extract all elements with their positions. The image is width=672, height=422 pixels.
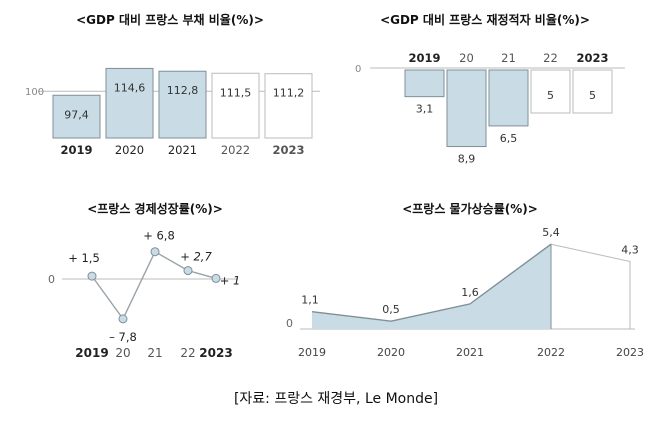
category-label: 2020	[115, 143, 144, 157]
reference-line-label: 100	[25, 87, 44, 98]
bar	[105, 67, 154, 139]
data-point	[183, 266, 193, 276]
category-label: 2021	[456, 346, 484, 359]
category-label: 2022	[221, 143, 250, 157]
category-label: 2023	[616, 346, 644, 359]
deficit-chart-title: <GDP 대비 프랑스 재정적자 비율(%)>	[380, 13, 590, 27]
bar	[52, 94, 101, 139]
point-value-label: + 2,7	[180, 250, 212, 264]
category-label: 2023	[272, 143, 304, 157]
bar	[488, 69, 529, 127]
bar	[446, 69, 487, 148]
data-point	[150, 247, 160, 257]
bar	[158, 70, 207, 139]
bar	[264, 73, 313, 139]
category-label: 20	[115, 346, 130, 360]
bar-value-label: 8,9	[458, 153, 476, 166]
debt-bar-chart: 100 97,4 2019 114,6 2020 112,8 2021 111,5 2022 11…	[25, 67, 320, 157]
inflation-line	[311, 243, 552, 322]
point-value-label: 5,4	[542, 226, 560, 239]
bar-value-label: 5	[589, 89, 596, 102]
bar-value-label: 5	[547, 89, 554, 102]
bar-value-label: 114,6	[114, 81, 146, 94]
data-point	[87, 271, 97, 281]
bar-value-label: 112,8	[167, 84, 199, 97]
category-label: 21	[501, 51, 516, 65]
category-label: 2020	[377, 346, 405, 359]
debt-chart-title: <GDP 대비 프랑스 부채 비율(%)>	[76, 13, 264, 27]
inflation-area-forecast	[550, 243, 631, 330]
point-value-label: + 1	[220, 273, 241, 287]
point-value-label: 0,5	[382, 303, 400, 316]
category-label: 2022	[537, 346, 565, 359]
bar-value-label: 97,4	[64, 108, 89, 121]
category-label: 2019	[408, 51, 440, 65]
category-label: 2019	[60, 143, 92, 157]
inflation-area-chart: 0 1,1 2019 0,5 2020 1,6 2021 5,4 2022 4,3 2023	[286, 226, 644, 359]
category-label: 2023	[576, 51, 608, 65]
category-label: 2019	[75, 346, 108, 360]
data-point	[118, 314, 128, 324]
bar	[404, 69, 445, 98]
category-label: 2019	[298, 346, 326, 359]
bar-value-label: 111,5	[220, 86, 252, 99]
point-value-label: 1,6	[461, 286, 479, 299]
bar-value-label: 6,5	[500, 132, 518, 145]
source-note: [자료: 프랑스 재경부, Le Monde]	[233, 391, 439, 407]
deficit-bar-chart: 0 3,1 2019 8,9 20 6,5 21 5 22 5 2023	[355, 51, 625, 166]
bar	[530, 69, 571, 114]
inflation-chart-title: <프랑스 물가상승률(%)>	[402, 202, 538, 216]
category-label: 22	[180, 346, 195, 360]
point-value-label: + 6,8	[143, 229, 175, 243]
growth-chart-title: <프랑스 경제성장률(%)>	[87, 202, 223, 216]
inflation-area-filled	[312, 244, 551, 329]
point-value-label: – 7,8	[109, 330, 137, 344]
category-label: 2021	[168, 143, 197, 157]
category-label: 20	[459, 51, 474, 65]
bar	[211, 72, 260, 139]
category-label: 2023	[199, 346, 232, 360]
data-point	[211, 273, 221, 283]
bar-value-label: 3,1	[416, 103, 434, 116]
point-value-label: 1,1	[301, 294, 319, 307]
bar	[572, 69, 613, 114]
point-value-label: 4,3	[621, 243, 639, 256]
point-value-label: + 1,5	[68, 251, 100, 265]
zero-label: 0	[355, 64, 361, 75]
category-label: 22	[543, 51, 558, 65]
category-label: 21	[147, 346, 162, 360]
zero-label: 0	[286, 317, 293, 330]
bar-value-label: 111,2	[273, 87, 305, 100]
zero-label: 0	[48, 273, 55, 286]
growth-line-chart: 0 + 1,5 2019– 7,8 20 + 6,8 21 + 2,7 22 + 1 2023	[48, 229, 241, 360]
